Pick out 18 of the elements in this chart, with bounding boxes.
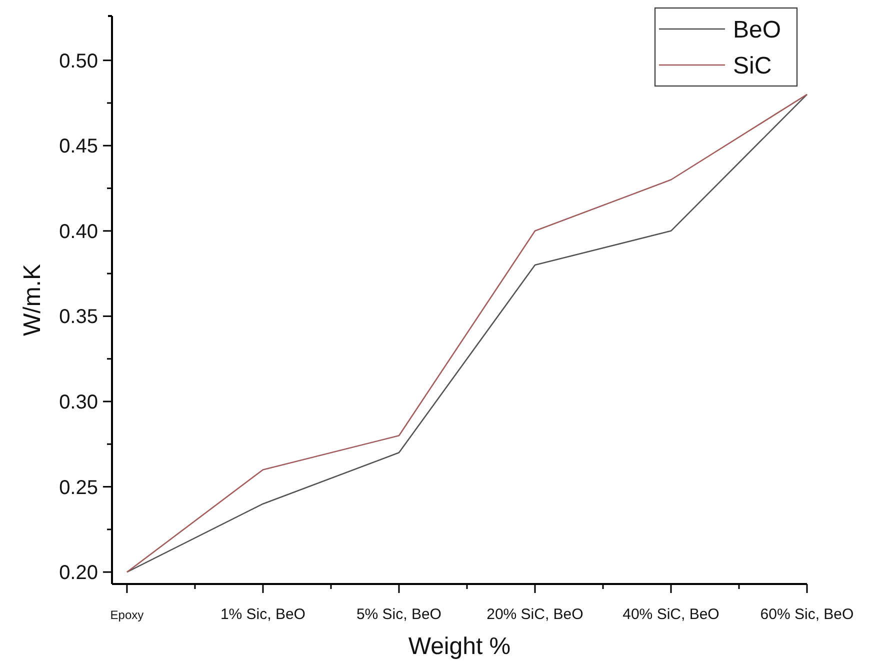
y-tick-label: 0.30: [59, 391, 98, 414]
line-series: [126, 94, 808, 573]
y-tick-label: 0.40: [59, 220, 98, 243]
x-tick-label: 40% SiC, BeO: [622, 606, 720, 623]
x-tick-label: Epoxy: [110, 608, 144, 622]
legend-label: SiC: [733, 52, 772, 80]
x-tick-label: 5% Sic, BeO: [356, 606, 442, 623]
y-axis-title: W/m.K: [19, 264, 46, 336]
y-tick-label: 0.50: [59, 50, 98, 72]
y-tick-label: 0.25: [59, 476, 98, 499]
y-tick-label: 0.35: [59, 306, 98, 328]
x-tick-label: 1% Sic, BeO: [220, 606, 306, 623]
x-tick-label: 60% Sic, BeO: [760, 606, 854, 623]
x-tick-label: 20% SiC, BeO: [486, 606, 584, 623]
legend-label: BeO: [733, 16, 782, 44]
y-tick-label: 0.45: [59, 136, 98, 158]
y-tick-label: 0.20: [59, 562, 98, 584]
x-axis-title: Weight %: [408, 633, 511, 660]
